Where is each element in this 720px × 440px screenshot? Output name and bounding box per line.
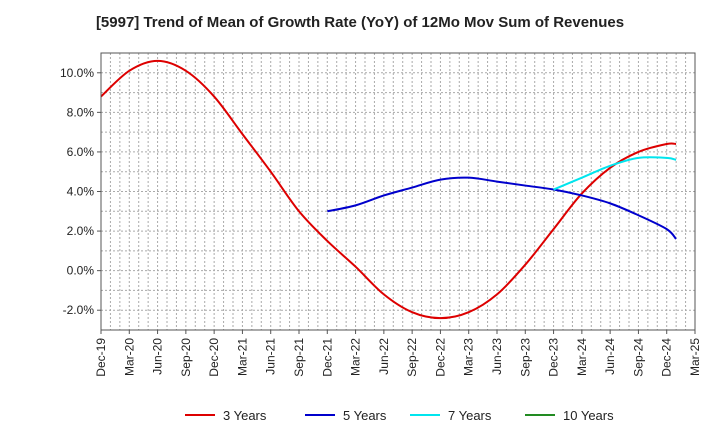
x-tick-label: Mar-20 bbox=[122, 338, 136, 376]
x-tick-label: Dec-21 bbox=[320, 338, 334, 377]
x-tick-label: Jun-20 bbox=[151, 338, 165, 375]
x-tick-label: Dec-22 bbox=[433, 338, 447, 377]
series-line-3-years bbox=[100, 59, 677, 320]
axes: -2.0% 0.0% 2.0% 4.0% 6.0% 8.0% 10.0% Dec-19 Mar-… bbox=[60, 52, 702, 377]
x-tick-label: Jun-24 bbox=[603, 338, 617, 375]
x-tick-label: Dec-20 bbox=[207, 338, 221, 377]
x-tick-label: Sep-24 bbox=[631, 338, 645, 377]
x-tick-label: Sep-20 bbox=[179, 338, 193, 377]
x-tick-label: Dec-24 bbox=[660, 338, 674, 377]
x-tick-label: Jun-23 bbox=[490, 338, 504, 375]
x-tick-label: Dec-19 bbox=[94, 338, 108, 377]
chart-title: [5997] Trend of Mean of Growth Rate (YoY… bbox=[95, 14, 625, 31]
y-tick-label: 6.0% bbox=[67, 145, 95, 159]
x-tick-label: Mar-21 bbox=[235, 338, 249, 376]
y-tick-label: 4.0% bbox=[67, 185, 95, 199]
x-tick-label: Mar-25 bbox=[688, 338, 702, 376]
series-line-5-years bbox=[327, 176, 677, 240]
y-tick-label: 2.0% bbox=[67, 224, 95, 238]
legend: 3 Years 5 Years 7 Years 10 Years bbox=[185, 408, 614, 423]
y-tick-label: -2.0% bbox=[63, 303, 95, 317]
y-tick-label: 10.0% bbox=[60, 66, 94, 80]
x-tick-label: Jun-21 bbox=[264, 338, 278, 375]
x-tick-label: Mar-24 bbox=[575, 338, 589, 376]
grid-lines bbox=[101, 53, 695, 330]
legend-label: 3 Years bbox=[223, 408, 267, 423]
legend-label: 7 Years bbox=[448, 408, 492, 423]
x-tick-label: Sep-23 bbox=[518, 338, 532, 377]
y-tick-label: 0.0% bbox=[67, 264, 95, 278]
x-tick-label: Mar-22 bbox=[349, 338, 363, 376]
x-tick-label: Jun-22 bbox=[377, 338, 391, 375]
x-tick-label: Sep-21 bbox=[292, 338, 306, 377]
x-tick-label: Mar-23 bbox=[462, 338, 476, 376]
y-tick-label: 8.0% bbox=[67, 105, 95, 119]
series-lines bbox=[100, 59, 677, 320]
x-tick-label: Dec-23 bbox=[547, 338, 561, 377]
series-line-7-years bbox=[553, 156, 677, 191]
legend-label: 5 Years bbox=[343, 408, 387, 423]
x-tick-label: Sep-22 bbox=[405, 338, 419, 377]
legend-label: 10 Years bbox=[563, 408, 614, 423]
